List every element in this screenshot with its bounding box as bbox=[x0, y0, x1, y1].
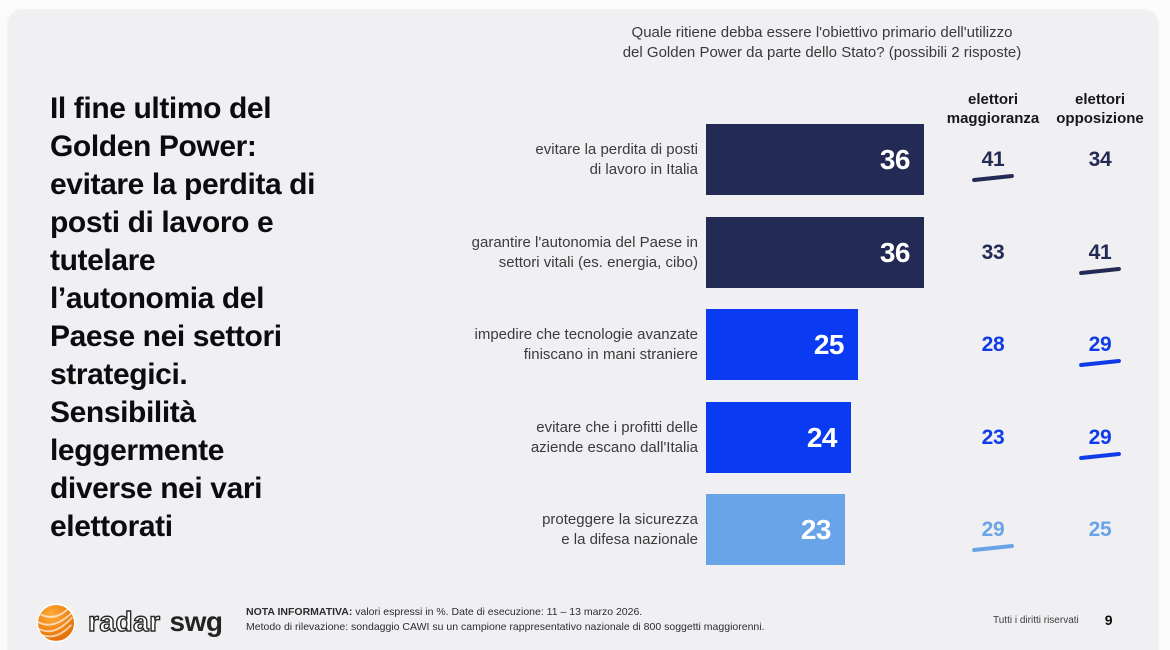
bar-label: impedire che tecnologie avanzate finisca… bbox=[474, 325, 698, 363]
nota-informativa: NOTA INFORMATIVA: valori espressi in %. … bbox=[246, 605, 966, 635]
bar-label: evitare che i profitti delle aziende esc… bbox=[530, 418, 698, 456]
chart-row: evitare che i profitti delle aziende esc… bbox=[8, 402, 1158, 473]
value-number: 25 bbox=[1088, 517, 1112, 541]
bar-label: proteggere la sicurezza e la difesa nazi… bbox=[542, 510, 698, 548]
bar-value: 36 bbox=[879, 143, 911, 175]
maggioranza-value: 33 bbox=[941, 217, 1045, 288]
nota-rest: valori espressi in %. Date di esecuzione… bbox=[352, 606, 643, 618]
bar-value: 25 bbox=[813, 328, 845, 360]
column-header-opposizione: elettori opposizione bbox=[1056, 91, 1144, 127]
brand-radar: radar bbox=[87, 605, 161, 637]
column-header-maggioranza: elettori maggioranza bbox=[946, 91, 1040, 127]
slide: Il fine ultimo del Golden Power: evitare… bbox=[8, 10, 1158, 650]
value-number: 29 bbox=[1088, 425, 1112, 449]
bar: 36 bbox=[706, 217, 924, 288]
bar-value: 36 bbox=[879, 236, 911, 268]
chart-row: evitare la perdita di posti di lavoro in… bbox=[8, 124, 1158, 195]
bar: 36 bbox=[706, 124, 924, 195]
value-number: 33 bbox=[981, 240, 1005, 264]
footer-rights: Tutti i diritti riservati 9 bbox=[993, 611, 1113, 629]
significance-underline bbox=[971, 543, 1015, 552]
value-number: 29 bbox=[1088, 332, 1112, 356]
slide-title: Il fine ultimo del Golden Power: evitare… bbox=[50, 92, 316, 543]
page-number: 9 bbox=[1104, 612, 1113, 628]
maggioranza-value: 28 bbox=[941, 309, 1045, 380]
brand-swg: swg bbox=[169, 606, 223, 637]
value-number: 41 bbox=[1088, 240, 1112, 264]
bar: 23 bbox=[706, 494, 845, 565]
maggioranza-value: 29 bbox=[941, 494, 1045, 565]
bar: 24 bbox=[706, 402, 851, 473]
nota-label: NOTA INFORMATIVA: bbox=[246, 606, 353, 618]
significance-underline bbox=[1078, 266, 1122, 275]
significance-underline bbox=[971, 173, 1015, 182]
opposizione-value: 25 bbox=[1048, 494, 1152, 565]
bar-label: evitare la perdita di posti di lavoro in… bbox=[535, 140, 698, 178]
chart-row: proteggere la sicurezza e la difesa nazi… bbox=[8, 494, 1158, 565]
globe-icon bbox=[36, 603, 76, 643]
opposizione-value: 41 bbox=[1048, 217, 1152, 288]
bar-value: 24 bbox=[806, 421, 838, 453]
value-number: 28 bbox=[981, 332, 1005, 356]
maggioranza-value: 41 bbox=[941, 124, 1045, 195]
opposizione-value: 29 bbox=[1048, 309, 1152, 380]
survey-question: Quale ritiene debba essere l'obiettivo p… bbox=[622, 24, 1022, 61]
value-number: 29 bbox=[981, 517, 1005, 541]
bar-label: garantire l'autonomia del Paese in setto… bbox=[471, 233, 698, 271]
value-number: 41 bbox=[981, 147, 1005, 171]
bar-chart: evitare la perdita di posti di lavoro in… bbox=[8, 10, 1158, 650]
significance-underline bbox=[1078, 451, 1122, 460]
bar: 25 bbox=[706, 309, 858, 380]
chart-row: garantire l'autonomia del Paese in setto… bbox=[8, 217, 1158, 288]
significance-underline bbox=[1078, 358, 1122, 367]
bar-value: 23 bbox=[800, 513, 832, 545]
radar-swg-logo: radar swg bbox=[33, 598, 223, 646]
opposizione-value: 34 bbox=[1048, 124, 1152, 195]
value-number: 34 bbox=[1088, 147, 1112, 171]
value-number: 23 bbox=[981, 425, 1005, 449]
nota-line1: NOTA INFORMATIVA: valori espressi in %. … bbox=[246, 605, 966, 620]
chart-row: impedire che tecnologie avanzate finisca… bbox=[8, 309, 1158, 380]
rights-text: Tutti i diritti riservati bbox=[993, 614, 1079, 626]
maggioranza-value: 23 bbox=[941, 402, 1045, 473]
nota-line2: Metodo di rilevazione: sondaggio CAWI su… bbox=[246, 621, 765, 633]
opposizione-value: 29 bbox=[1048, 402, 1152, 473]
